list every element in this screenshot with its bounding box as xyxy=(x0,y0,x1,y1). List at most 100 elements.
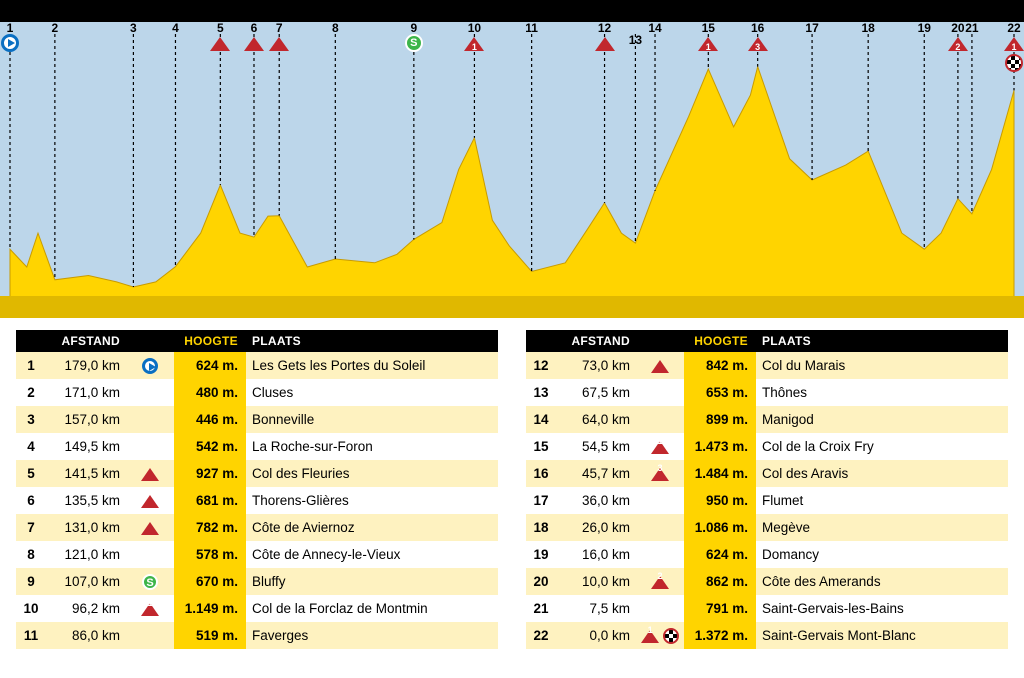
mountain-icon xyxy=(595,35,615,51)
row-icon xyxy=(126,433,174,460)
marker-number: 1 xyxy=(0,22,20,34)
row-number: 5 xyxy=(16,460,46,487)
row-number: 18 xyxy=(526,514,556,541)
table-row: 7 131,0 km 782 m. Côte de Aviernoz xyxy=(16,514,498,541)
row-number: 9 xyxy=(16,568,46,595)
mountain-icon: 2 xyxy=(651,575,669,589)
table-header: AFSTAND HOOGTE PLAATS xyxy=(526,330,1008,352)
row-number: 21 xyxy=(526,595,556,622)
waypoint-tables: AFSTAND HOOGTE PLAATS 1 179,0 km 624 m. … xyxy=(0,318,1024,649)
row-place: Manigod xyxy=(756,406,1008,433)
table-row: 16 45,7 km 3 1.484 m. Col des Aravis xyxy=(526,460,1008,487)
mountain-icon: 2 xyxy=(948,35,968,51)
finish-icon xyxy=(663,628,679,644)
marker-number: 2 xyxy=(45,22,65,34)
row-number: 4 xyxy=(16,433,46,460)
profile-marker: 11 xyxy=(522,22,542,34)
marker-number: 4 xyxy=(165,22,185,34)
mountain-icon: 1 xyxy=(641,629,659,643)
profile-marker: 3 xyxy=(123,22,143,34)
row-elevation: 624 m. xyxy=(684,541,756,568)
mountain-icon: 1 xyxy=(651,440,669,454)
marker-number: 21 xyxy=(962,22,982,34)
mountain-icon xyxy=(651,359,669,373)
table-row: 1 179,0 km 624 m. Les Gets les Portes du… xyxy=(16,352,498,379)
row-elevation: 670 m. xyxy=(174,568,246,595)
row-distance: 141,5 km xyxy=(46,460,126,487)
marker-number: 16 xyxy=(748,22,768,34)
row-place: Côte des Amerands xyxy=(756,568,1008,595)
row-distance: 86,0 km xyxy=(46,622,126,649)
row-icon xyxy=(126,514,174,541)
marker-row: 123456789S101111213141511631718192022122… xyxy=(0,22,1024,82)
profile-marker: 21 xyxy=(962,22,982,34)
sprint-icon: S xyxy=(405,34,423,52)
profile-marker: 17 xyxy=(802,22,822,34)
row-place: Thônes xyxy=(756,379,1008,406)
row-distance: 7,5 km xyxy=(556,595,636,622)
mountain-icon xyxy=(269,35,289,51)
table-row: 3 157,0 km 446 m. Bonneville xyxy=(16,406,498,433)
mountain-icon: 3 xyxy=(748,35,768,51)
row-distance: 64,0 km xyxy=(556,406,636,433)
row-elevation: 842 m. xyxy=(684,352,756,379)
row-number: 6 xyxy=(16,487,46,514)
row-place: Saint-Gervais-les-Bains xyxy=(756,595,1008,622)
row-place: Col de la Croix Fry xyxy=(756,433,1008,460)
start-icon xyxy=(1,34,19,52)
row-place: Saint-Gervais Mont-Blanc xyxy=(756,622,1008,649)
row-number: 20 xyxy=(526,568,556,595)
row-elevation: 927 m. xyxy=(174,460,246,487)
waypoint-table-right: AFSTAND HOOGTE PLAATS 12 73,0 km 842 m. … xyxy=(526,330,1008,649)
marker-number: 13 xyxy=(625,34,645,46)
profile-marker: 9S xyxy=(404,22,424,52)
row-distance: 73,0 km xyxy=(556,352,636,379)
row-number: 8 xyxy=(16,541,46,568)
row-number: 14 xyxy=(526,406,556,433)
mountain-icon xyxy=(141,494,159,508)
row-icon: 3 xyxy=(636,460,684,487)
profile-marker: 18 xyxy=(858,22,878,34)
row-elevation: 480 m. xyxy=(174,379,246,406)
row-icon xyxy=(126,541,174,568)
row-icon: 1 xyxy=(126,595,174,622)
profile-marker: 12 xyxy=(595,22,615,52)
hdr-hoogte: HOOGTE xyxy=(174,330,246,352)
marker-number: 3 xyxy=(123,22,143,34)
profile-marker: 19 xyxy=(914,22,934,34)
row-elevation: 519 m. xyxy=(174,622,246,649)
row-distance: 107,0 km xyxy=(46,568,126,595)
row-elevation: 681 m. xyxy=(174,487,246,514)
row-place: Faverges xyxy=(246,622,498,649)
row-number: 17 xyxy=(526,487,556,514)
row-place: La Roche-sur-Foron xyxy=(246,433,498,460)
row-place: Bluffy xyxy=(246,568,498,595)
profile-marker: 5 xyxy=(210,22,230,52)
row-icon: 1 xyxy=(636,622,684,649)
table-row: 14 64,0 km 899 m. Manigod xyxy=(526,406,1008,433)
row-place: Thorens-Glières xyxy=(246,487,498,514)
mountain-icon: 1 xyxy=(464,35,484,51)
marker-number: 8 xyxy=(325,22,345,34)
marker-number: 11 xyxy=(522,22,542,34)
row-distance: 26,0 km xyxy=(556,514,636,541)
row-distance: 0,0 km xyxy=(556,622,636,649)
marker-number: 7 xyxy=(269,22,289,34)
hdr-afstand: AFSTAND xyxy=(556,330,636,352)
marker-number: 6 xyxy=(244,22,264,34)
row-number: 22 xyxy=(526,622,556,649)
marker-number: 9 xyxy=(404,22,424,34)
profile-marker: 101 xyxy=(464,22,484,52)
row-distance: 10,0 km xyxy=(556,568,636,595)
row-icon xyxy=(126,460,174,487)
row-distance: 67,5 km xyxy=(556,379,636,406)
row-distance: 121,0 km xyxy=(46,541,126,568)
row-number: 7 xyxy=(16,514,46,541)
mountain-icon: 1 xyxy=(1004,35,1024,51)
row-elevation: 653 m. xyxy=(684,379,756,406)
row-icon xyxy=(126,487,174,514)
row-number: 11 xyxy=(16,622,46,649)
mountain-icon: 1 xyxy=(141,602,159,616)
row-place: Domancy xyxy=(756,541,1008,568)
row-icon xyxy=(126,379,174,406)
